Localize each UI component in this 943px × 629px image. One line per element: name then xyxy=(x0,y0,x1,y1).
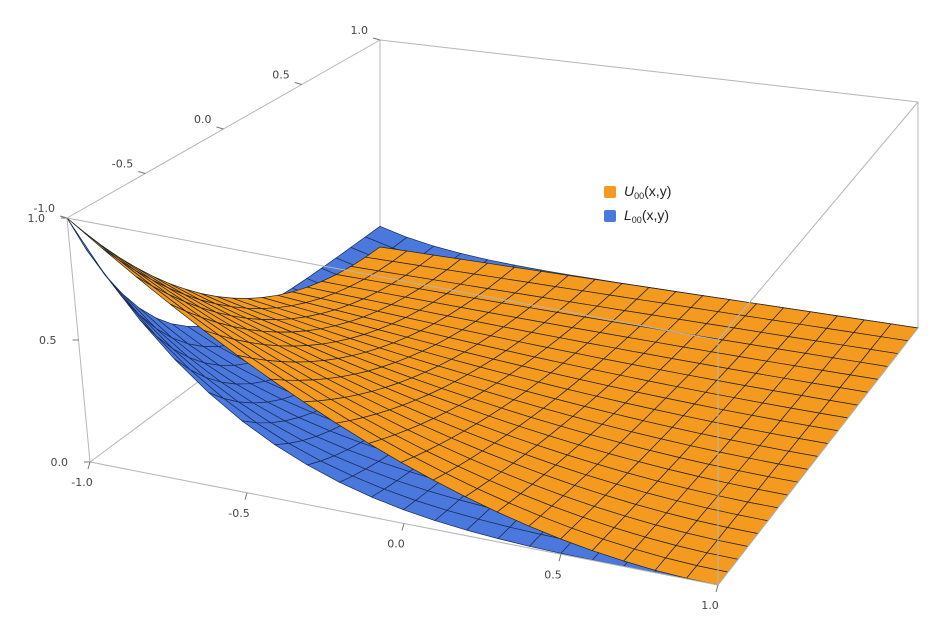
box-edge xyxy=(66,217,719,341)
box-front-edges xyxy=(66,101,919,586)
z-tick-label: 0.0 xyxy=(51,456,69,469)
legend-label-lower: L00(x,y) xyxy=(624,207,670,225)
box-edge xyxy=(717,101,919,341)
upper-surface xyxy=(66,217,919,586)
box-edge xyxy=(379,39,919,103)
upper-surface-patch xyxy=(101,245,153,281)
x-tick-label: 0.5 xyxy=(544,568,562,581)
x-tick-label: -0.5 xyxy=(228,507,249,520)
x-tick-mark xyxy=(715,584,719,593)
upper-surface-patch xyxy=(118,259,169,295)
x-tick-mark xyxy=(244,492,248,500)
y-tick-label: -0.5 xyxy=(112,158,133,171)
y-tick-label: 0.0 xyxy=(194,113,212,126)
legend: U00(x,y) L00(x,y) xyxy=(604,180,671,228)
axis-ticks: -1.0-0.50.00.51.0-1.0-0.50.00.51.00.00.5… xyxy=(28,24,719,612)
z-tick-label: 1.0 xyxy=(28,212,46,225)
legend-label-upper: U00(x,y) xyxy=(624,183,672,201)
x-tick-label: -1.0 xyxy=(71,476,92,489)
legend-swatch-upper xyxy=(604,186,616,198)
upper-surface-patch xyxy=(66,217,120,261)
legend-item-upper: U00(x,y) xyxy=(604,180,671,204)
y-tick-label: -1.0 xyxy=(34,202,55,215)
y-tick-mark xyxy=(372,37,381,41)
box-edge xyxy=(717,327,919,586)
x-tick-mark xyxy=(558,554,562,562)
y-tick-label: 1.0 xyxy=(351,24,369,37)
x-tick-label: 1.0 xyxy=(701,599,719,612)
y-tick-mark xyxy=(294,82,302,85)
y-tick-label: 0.5 xyxy=(272,69,290,82)
y-tick-mark xyxy=(138,171,146,174)
lower-surface-patch xyxy=(122,293,173,339)
y-tick-mark xyxy=(216,126,224,130)
x-tick-mark xyxy=(87,461,91,470)
x-tick-mark xyxy=(401,523,405,531)
legend-swatch-lower xyxy=(604,210,616,222)
x-tick-label: 0.0 xyxy=(387,538,405,551)
legend-item-lower: L00(x,y) xyxy=(604,204,671,228)
z-tick-label: 0.5 xyxy=(39,334,57,347)
